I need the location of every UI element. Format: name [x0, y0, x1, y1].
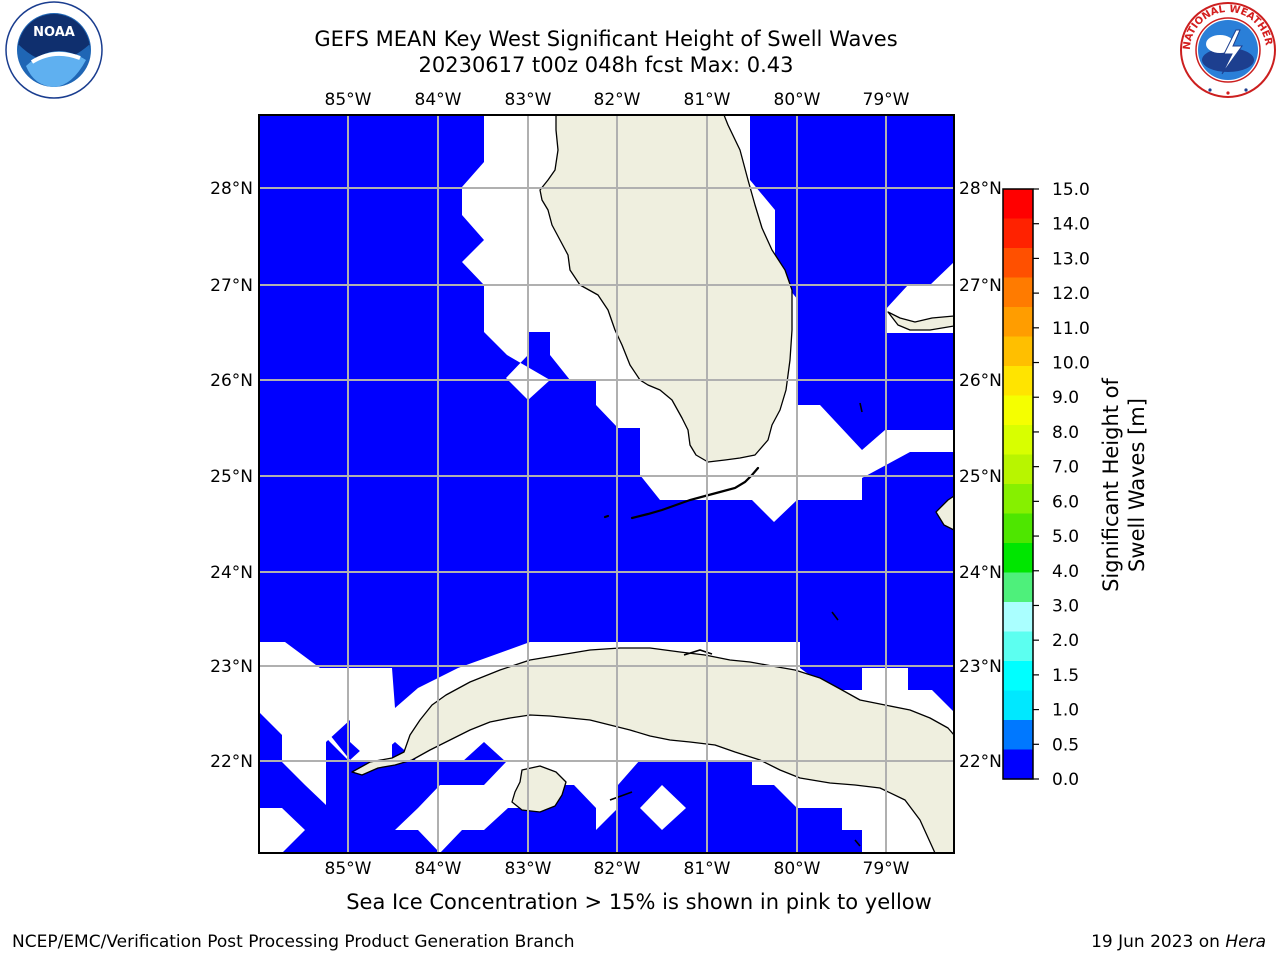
sea-ice-note: Sea Ice Concentration > 15% is shown in … — [346, 890, 932, 914]
lat-label: 25°N — [959, 467, 1002, 487]
colorbar-tick-label: 4.0 — [1052, 562, 1079, 582]
colorbar-segment — [1003, 602, 1033, 633]
lon-label: 80°W — [774, 90, 821, 110]
graticule — [259, 115, 954, 853]
lon-label: 84°W — [415, 90, 462, 110]
colorbar-tick-label: 8.0 — [1052, 423, 1079, 443]
lon-label: 82°W — [594, 90, 641, 110]
lat-label: 25°N — [210, 467, 253, 487]
colorbar-segment — [1003, 277, 1033, 308]
colorbar-segment — [1003, 720, 1033, 751]
colorbar-tick-label: 7.0 — [1052, 458, 1079, 478]
small-islands — [609, 402, 863, 847]
lon-label: 81°W — [684, 90, 731, 110]
land — [351, 115, 954, 853]
colorbar-tick-label: 1.5 — [1052, 666, 1079, 686]
noaa-logo-text: NOAA — [33, 25, 75, 40]
florida-land — [539, 115, 793, 463]
nws-logo: NATIONAL WEATHER SERVICE — [1176, 0, 1276, 98]
lat-labels-left: 28°N 27°N 26°N 25°N 24°N 23°N 22°N — [210, 179, 253, 772]
colorbar-segment — [1003, 218, 1033, 249]
date-machine-text: 19 Jun 2023 on Hera — [1091, 932, 1266, 952]
chart-title: GEFS MEAN Key West Significant Height of… — [200, 26, 1012, 78]
title-line-1: GEFS MEAN Key West Significant Height of… — [314, 27, 898, 51]
colorbar-tick-label: 0.5 — [1052, 735, 1079, 755]
colorbar-segment — [1003, 366, 1033, 397]
colorbar-tick-label: 2.0 — [1052, 631, 1079, 651]
date-text: 19 Jun 2023 on — [1091, 932, 1226, 952]
isla-juventud-land — [511, 765, 567, 813]
title-line-2: 20230617 t00z 048h fcst Max: 0.43 — [418, 53, 794, 77]
lat-label: 26°N — [959, 371, 1002, 391]
colorbar-tick-label: 9.0 — [1052, 388, 1079, 408]
colorbar-segment — [1003, 336, 1033, 367]
cuba-land — [351, 647, 954, 853]
colorbar-frame — [1002, 188, 1034, 780]
colorbar-segment — [1003, 484, 1033, 515]
colorbar-segment — [1003, 631, 1033, 662]
colorbar-tick-label: 14.0 — [1052, 215, 1090, 235]
lat-label: 28°N — [959, 179, 1002, 199]
credit-text: NCEP/EMC/Verification Post Processing Pr… — [12, 932, 575, 952]
lat-label: 22°N — [959, 752, 1002, 772]
lon-label: 85°W — [325, 859, 372, 879]
lat-label: 24°N — [959, 563, 1002, 583]
colorbar-tick-label: 0.0 — [1052, 770, 1079, 790]
colorbar-segment — [1003, 425, 1033, 456]
colorbar-segment — [1003, 543, 1033, 574]
colorbar-tick-label: 15.0 — [1052, 180, 1090, 200]
lat-label: 28°N — [210, 179, 253, 199]
lon-labels-top: 85°W 84°W 83°W 82°W 81°W 80°W 79°W — [325, 90, 910, 110]
colorbar-segment — [1003, 307, 1033, 338]
lat-label: 24°N — [210, 563, 253, 583]
lon-label: 83°W — [505, 90, 552, 110]
colorbar-tick-label: 3.0 — [1052, 596, 1079, 616]
florida-keys — [603, 466, 760, 520]
colorbar — [1003, 189, 1033, 780]
colorbar-ticks: 15.0 14.0 13.0 12.0 11.0 10.0 9.0 8.0 7.0 6.0 5.0 4… — [1033, 180, 1090, 790]
colorbar-label: Significant Height of Swell Waves [m] — [1099, 378, 1149, 592]
colorbar-segment — [1003, 248, 1033, 279]
colorbar-tick-label: 6.0 — [1052, 492, 1079, 512]
lon-label: 84°W — [415, 859, 462, 879]
lon-label: 83°W — [505, 859, 552, 879]
andros-land — [935, 495, 954, 531]
colorbar-segment — [1003, 572, 1033, 603]
lat-label: 27°N — [210, 276, 253, 296]
colorbar-tick-label: 5.0 — [1052, 527, 1079, 547]
noaa-logo: NOAA — [5, 1, 103, 99]
lon-label: 81°W — [684, 859, 731, 879]
colorbar-segment — [1003, 395, 1033, 426]
lat-label: 22°N — [210, 752, 253, 772]
colorbar-tick-label: 10.0 — [1052, 354, 1090, 374]
lon-label: 85°W — [325, 90, 372, 110]
colorbar-tick-label: 11.0 — [1052, 319, 1090, 339]
lon-labels-bottom: 85°W 84°W 83°W 82°W 81°W 80°W 79°W — [325, 859, 910, 879]
map-frame — [258, 114, 955, 854]
lon-label: 82°W — [594, 859, 641, 879]
colorbar-tick-label: 1.0 — [1052, 701, 1079, 721]
bahamas-land-north — [887, 311, 954, 331]
colorbar-segment — [1003, 690, 1033, 721]
lat-label: 26°N — [210, 371, 253, 391]
lon-label: 79°W — [863, 859, 910, 879]
colorbar-tick-label: 13.0 — [1052, 249, 1090, 269]
colorbar-segment — [1003, 513, 1033, 544]
colorbar-tick-label: 12.0 — [1052, 284, 1090, 304]
lat-label: 27°N — [959, 276, 1002, 296]
colorbar-segment — [1003, 661, 1033, 692]
lat-label: 23°N — [959, 657, 1002, 677]
lat-label: 23°N — [210, 657, 253, 677]
colorbar-segment — [1003, 454, 1033, 485]
machine-name: Hera — [1225, 932, 1266, 952]
colorbar-segment — [1003, 189, 1033, 220]
lon-label: 80°W — [774, 859, 821, 879]
lat-labels-right: 28°N 27°N 26°N 25°N 24°N 23°N 22°N — [959, 179, 1002, 772]
lon-label: 79°W — [863, 90, 910, 110]
colorbar-segment — [1003, 749, 1033, 780]
